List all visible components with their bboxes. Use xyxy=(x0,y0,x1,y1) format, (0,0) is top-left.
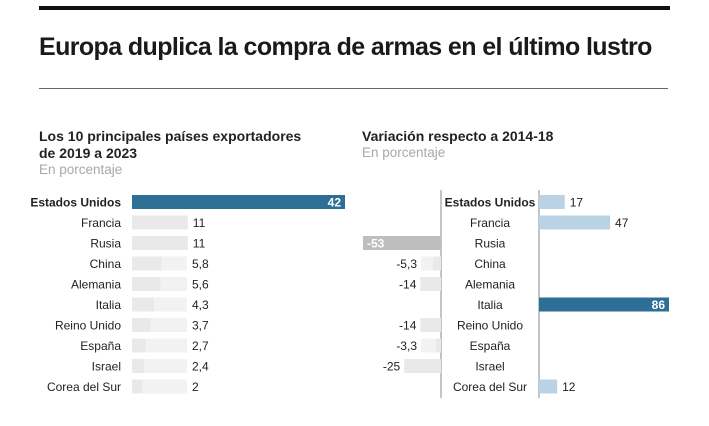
left-value-label-francia: 11 xyxy=(193,216,206,230)
left-category-label-israel: Israel xyxy=(92,360,121,374)
left-chart-unit: En porcentaje xyxy=(39,162,123,177)
right-value-label-estados-unidos: 17 xyxy=(570,196,584,210)
left-bar-italia xyxy=(132,297,154,312)
left-bar-israel xyxy=(132,359,145,373)
left-category-label-china: China xyxy=(90,257,122,271)
right-bar-alemania xyxy=(420,277,441,291)
left-value-label-estados-unidos: 42 xyxy=(328,196,342,210)
right-bar-estados-unidos xyxy=(539,195,565,209)
right-bar-track-espana xyxy=(421,338,441,353)
left-value-label-espana: 2,7 xyxy=(192,339,209,353)
right-category-label-espana: España xyxy=(470,339,511,353)
left-bar-track-israel xyxy=(132,359,187,373)
left-value-label-rusia: 11 xyxy=(193,237,206,251)
left-bar-espana xyxy=(132,338,146,353)
left-bar-alemania xyxy=(132,277,161,291)
right-value-label-israel: -25 xyxy=(383,360,401,374)
left-value-label-israel: 2,4 xyxy=(192,360,209,374)
left-category-label-francia: Francia xyxy=(81,216,121,230)
right-chart-title: Variación respecto a 2014-18 xyxy=(362,128,553,145)
left-value-label-italia: 4,3 xyxy=(192,298,209,312)
right-category-label-francia: Francia xyxy=(470,216,510,230)
right-category-label-rusia: Rusia xyxy=(475,237,506,251)
right-category-label-corea-del-sur: Corea del Sur xyxy=(453,380,527,394)
right-value-label-china: -5,3 xyxy=(396,257,417,271)
right-category-label-china: China xyxy=(474,257,506,271)
right-bar-china xyxy=(433,256,441,271)
left-bar-rusia xyxy=(132,236,188,250)
right-category-label-israel: Israel xyxy=(475,360,504,374)
left-bar-track-corea-del-sur xyxy=(132,379,187,394)
title-divider xyxy=(39,88,668,89)
top-rule xyxy=(39,6,670,10)
right-category-label-reino-unido: Reino Unido xyxy=(457,319,523,333)
left-category-label-italia: Italia xyxy=(96,298,122,312)
left-chart-title: Los 10 principales países exportadores d… xyxy=(39,128,301,162)
right-value-label-francia: 47 xyxy=(615,216,629,230)
right-bar-rusia xyxy=(363,236,441,250)
left-category-label-corea-del-sur: Corea del Sur xyxy=(47,380,121,394)
right-category-label-alemania: Alemania xyxy=(465,278,515,292)
right-bar-reino-unido xyxy=(420,318,441,332)
left-value-label-reino-unido: 3,7 xyxy=(192,319,209,333)
left-chart-title-line-2: de 2019 a 2023 xyxy=(39,145,138,161)
left-category-label-rusia: Rusia xyxy=(90,237,121,251)
left-bar-track-espana xyxy=(132,338,187,353)
right-chart-unit: En porcentaje xyxy=(362,145,446,160)
right-bar-italia xyxy=(539,297,669,312)
left-chart-title-line-1: Los 10 principales países exportadores xyxy=(39,128,302,144)
page-title: Europa duplica la compra de armas en el … xyxy=(39,33,652,61)
right-value-label-rusia: -53 xyxy=(367,237,385,251)
left-value-label-china: 5,8 xyxy=(192,257,209,271)
left-category-label-espana: España xyxy=(80,339,121,353)
right-category-label-estados-unidos: Estados Unidos xyxy=(445,196,536,210)
left-bar-francia xyxy=(132,215,188,230)
left-bar-reino-unido xyxy=(132,318,151,332)
left-category-label-estados-unidos: Estados Unidos xyxy=(30,196,121,210)
right-value-label-alemania: -14 xyxy=(399,278,417,292)
left-bar-china xyxy=(132,256,162,271)
right-chart-title-line-1: Variación respecto a 2014-18 xyxy=(362,128,554,144)
right-value-label-italia: 86 xyxy=(652,298,666,312)
right-bar-israel xyxy=(404,359,441,373)
right-bar-espana xyxy=(436,338,441,353)
right-value-label-corea-del-sur: 12 xyxy=(562,380,576,394)
left-value-label-corea-del-sur: 2 xyxy=(192,380,199,394)
left-category-label-reino-unido: Reino Unido xyxy=(55,319,121,333)
left-bar-corea-del-sur xyxy=(132,379,143,394)
left-value-label-alemania: 5,6 xyxy=(192,278,209,292)
left-bar-estados-unidos xyxy=(132,195,345,209)
right-category-label-italia: Italia xyxy=(477,298,503,312)
left-category-label-alemania: Alemania xyxy=(71,278,121,292)
right-bar-corea-del-sur xyxy=(539,379,558,394)
right-value-label-espana: -3,3 xyxy=(396,339,417,353)
right-value-label-reino-unido: -14 xyxy=(399,319,417,333)
right-bar-francia xyxy=(539,215,611,230)
